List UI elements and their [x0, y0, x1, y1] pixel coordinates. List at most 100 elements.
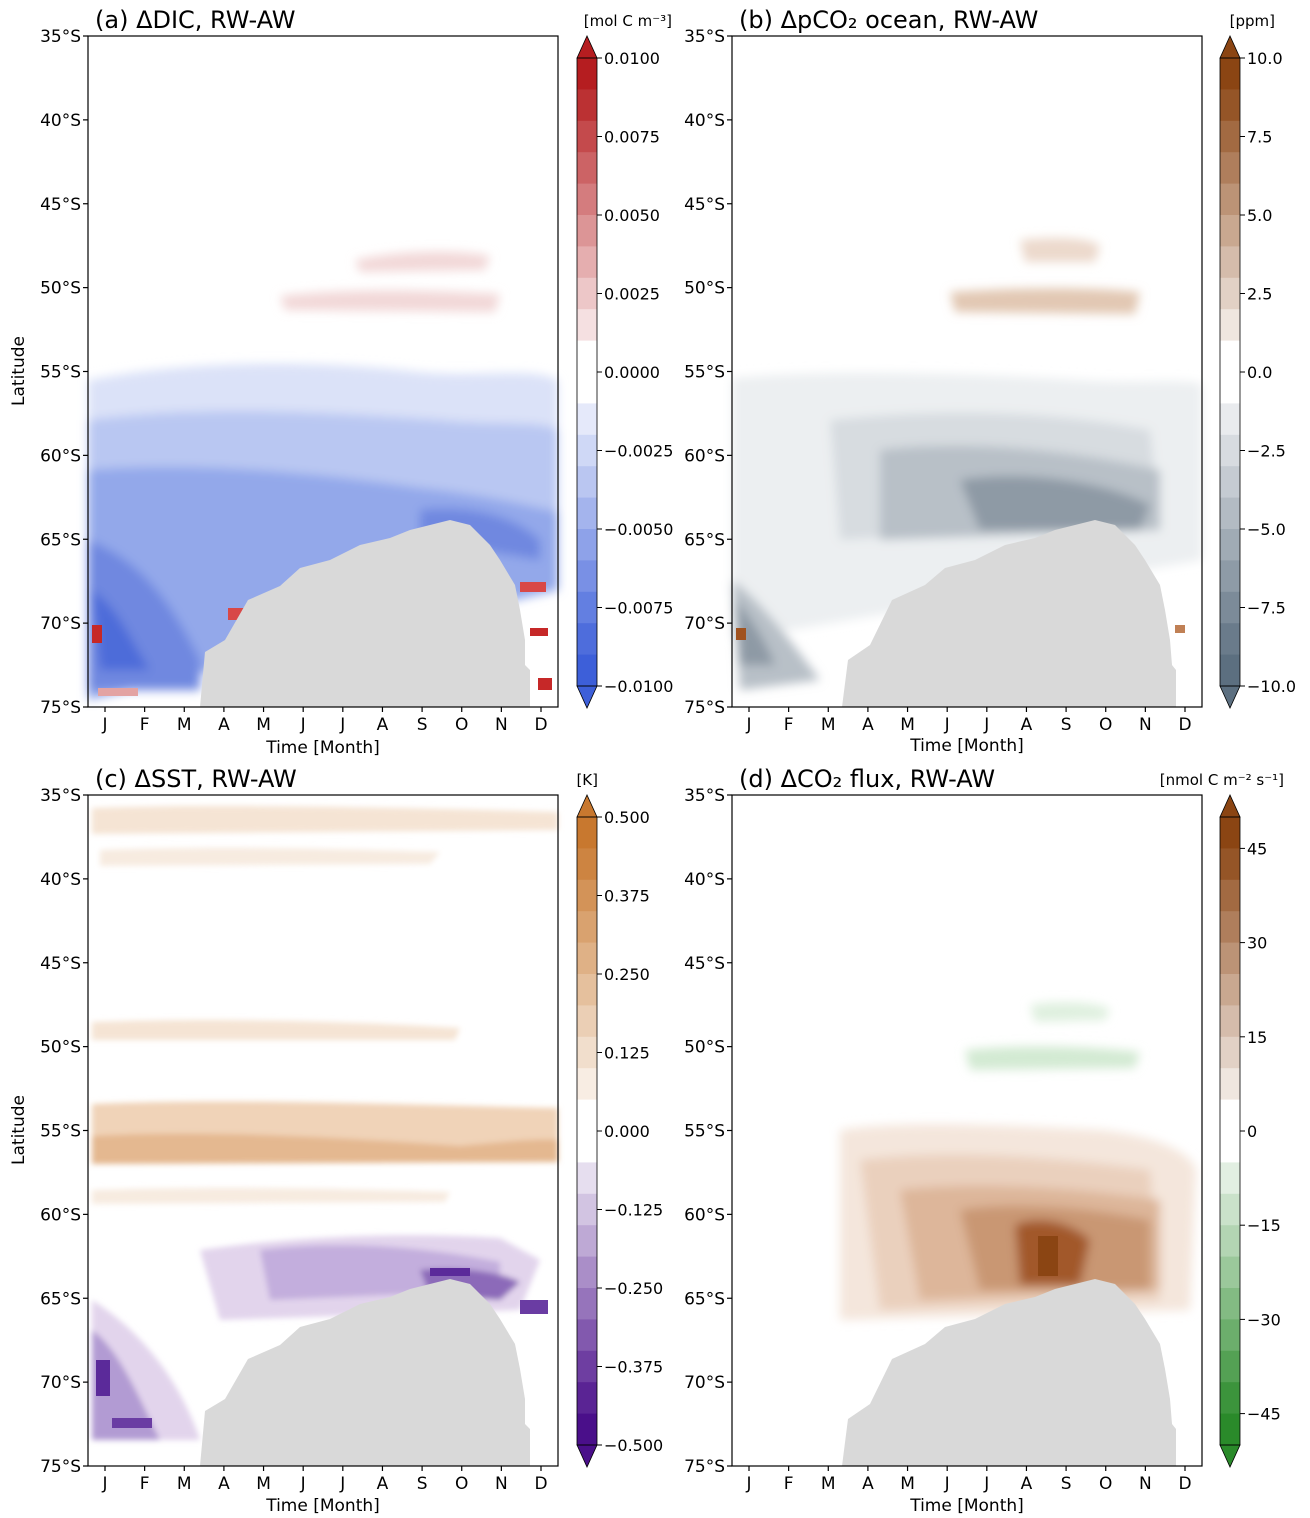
x-tick-label: J	[745, 1474, 751, 1494]
x-tick-label: J	[300, 715, 306, 735]
colorbar-band	[1220, 529, 1240, 561]
panel-c-ylabel: Latitude	[9, 1095, 29, 1165]
colorbar-band	[577, 1382, 597, 1415]
y-tick-label: 50°S	[684, 1038, 725, 1058]
colorbar-band	[577, 372, 597, 404]
colorbar-band	[577, 974, 597, 1006]
colorbar-extend-min	[576, 1444, 598, 1468]
x-tick-label: N	[1139, 715, 1152, 735]
panel-c-title: (c) ΔSST, RW-AW	[95, 765, 297, 793]
colorbar-tick-label: 0.0075	[604, 128, 660, 147]
y-tick-label: 50°S	[40, 279, 81, 299]
y-tick-label: 75°S	[40, 1457, 81, 1477]
y-tick-label: 70°S	[40, 1373, 81, 1393]
colorbar-tick-label: −0.500	[604, 1436, 663, 1455]
colorbar-band	[577, 246, 597, 279]
colorbar-band	[1220, 215, 1240, 247]
x-tick-label: S	[1061, 1474, 1072, 1494]
field-b	[732, 238, 1202, 690]
colorbar-band	[1220, 1350, 1240, 1383]
colorbar-tick-label: 7.5	[1247, 128, 1272, 147]
colorbar-extend-max	[576, 794, 598, 818]
land-a	[200, 520, 530, 707]
y-tick-label: 45°S	[40, 954, 81, 974]
x-tick-label: F	[140, 1474, 150, 1494]
colorbar-band	[1220, 340, 1240, 373]
panel-b-units: [ppm]	[1230, 12, 1275, 30]
colorbar-tick-label: −45	[1247, 1405, 1281, 1424]
y-tick-label: 40°S	[40, 870, 81, 890]
colorbar-band	[577, 1225, 597, 1258]
x-tick-label: M	[177, 715, 192, 735]
x-tick-label: N	[495, 1474, 508, 1494]
y-tick-label: 75°S	[40, 698, 81, 718]
y-tick-label: 35°S	[40, 786, 81, 806]
panel-a: (a) ΔDIC, RW-AW [mol C m⁻³] Latitude Tim…	[9, 6, 673, 758]
x-tick-label: J	[983, 1474, 989, 1494]
colorbar-tick-label: −0.250	[604, 1279, 663, 1298]
colorbar-band	[1220, 942, 1240, 975]
x-tick-label: J	[983, 715, 989, 735]
y-tick-label: 45°S	[684, 195, 725, 215]
colorbar-band	[577, 1068, 597, 1101]
colorbar-tick-label: 30	[1247, 934, 1267, 953]
panel-c-xlabel: Time [Month]	[265, 1496, 380, 1516]
colorbar-band	[1220, 277, 1240, 310]
colorbar-band	[1220, 246, 1240, 279]
x-tick-label: A	[862, 715, 874, 735]
x-tick-label: A	[377, 1474, 389, 1494]
colorbar-band	[577, 152, 597, 185]
colorbar-band	[577, 623, 597, 656]
panel-b-xlabel: Time [Month]	[909, 736, 1024, 756]
x-tick-label: N	[495, 715, 508, 735]
colorbar-band	[1220, 1413, 1240, 1446]
colorbar-tick-label: 0.000	[604, 1122, 650, 1141]
x-tick-label: D	[534, 715, 547, 735]
colorbar-tick-label: 0.500	[604, 808, 650, 827]
colorbar-band	[577, 497, 597, 530]
colorbar-tick-label: 10.0	[1247, 49, 1283, 68]
colorbar-band	[1220, 1382, 1240, 1415]
y-tick-label: 75°S	[684, 698, 725, 718]
field-d	[840, 1002, 1196, 1320]
colorbar-band	[577, 911, 597, 944]
x-tick-label: A	[377, 715, 389, 735]
colorbar-band	[1220, 183, 1240, 216]
colorbar-band	[1220, 466, 1240, 499]
colorbar-band	[577, 1319, 597, 1352]
colorbar-band	[1220, 848, 1240, 881]
y-tick-label: 70°S	[684, 614, 725, 634]
colorbar-tick-label: 0.0100	[604, 49, 660, 68]
y-tick-label: 40°S	[40, 111, 81, 131]
x-tick-label: D	[1178, 715, 1191, 735]
colorbar-band	[577, 340, 597, 373]
colorbar-band	[577, 1036, 597, 1069]
panel-b-title: (b) ΔpCO₂ ocean, RW-AW	[739, 6, 1038, 34]
x-tick-label: S	[1061, 715, 1072, 735]
colorbar-band	[577, 466, 597, 499]
colorbar-extend-min	[1219, 685, 1241, 709]
colorbar-tick-label: 0.0025	[604, 285, 660, 304]
colorbar-band	[1220, 974, 1240, 1006]
x-tick-label: A	[1021, 715, 1033, 735]
x-tick-label: F	[784, 715, 794, 735]
y-tick-label: 60°S	[684, 1205, 725, 1225]
x-tick-label: J	[101, 715, 107, 735]
colorbar-band	[577, 1131, 597, 1163]
x-tick-label: A	[218, 1474, 230, 1494]
colorbar-tick-label: 0.0000	[604, 363, 660, 382]
panel-d-xlabel: Time [Month]	[909, 1496, 1024, 1516]
colorbar-band	[577, 89, 597, 122]
colorbar-band	[577, 1288, 597, 1320]
positive-patches-d	[1038, 1236, 1058, 1276]
colorbar-band	[577, 529, 597, 561]
colorbar-band	[577, 58, 597, 90]
x-tick-label: J	[300, 1474, 306, 1494]
colorbar-tick-label: 0.375	[604, 887, 650, 906]
colorbar-band	[1220, 1256, 1240, 1289]
colorbar-tick-label: 0	[1247, 1122, 1257, 1141]
y-tick-label: 70°S	[684, 1373, 725, 1393]
colorbar-band	[577, 277, 597, 310]
panel-c-units: [K]	[576, 771, 598, 789]
colorbar-band	[577, 434, 597, 467]
